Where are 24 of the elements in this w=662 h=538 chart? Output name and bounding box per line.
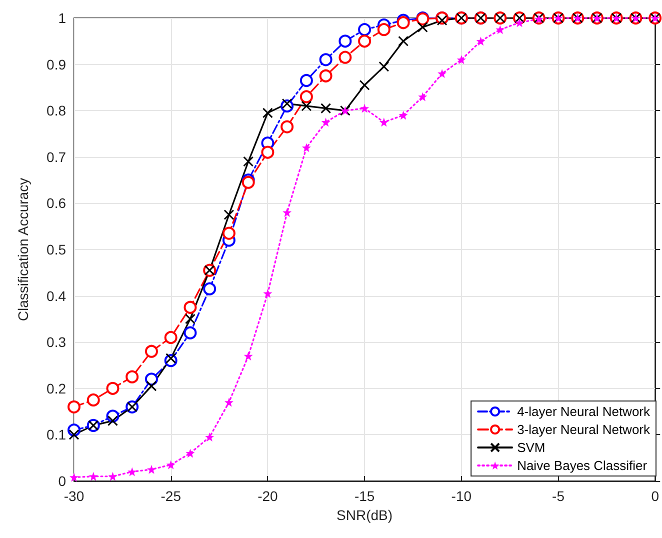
x-tick-label: -20 [258, 488, 278, 504]
x-tick-label: -25 [160, 488, 182, 504]
y-tick-label: 0.1 [46, 426, 66, 443]
x-tick-label: -10 [451, 488, 472, 504]
legend-label: SVM [517, 440, 546, 455]
y-tick-label: 0.5 [46, 242, 66, 258]
x-axis-title: SNR(dB) [336, 506, 393, 523]
x-tick-label: -15 [354, 488, 375, 504]
y-tick-label: 1 [58, 10, 66, 26]
y-axis-title: Classification Accuracy [15, 178, 31, 322]
y-tick-label: 0 [58, 473, 66, 489]
legend-label: 3-layer Neural Network [517, 422, 650, 437]
y-tick-label: 0.3 [46, 334, 66, 350]
y-tick-label: 0.9 [46, 56, 66, 72]
x-tick-label: 0 [651, 488, 660, 504]
y-tick-label: 0.4 [46, 288, 66, 304]
x-tick-label: -30 [64, 488, 84, 504]
legend-label: 4-layer Neural Network [517, 404, 650, 419]
legend-label: Naive Bayes Classifier [517, 458, 648, 473]
y-tick-label: 0.2 [46, 380, 66, 396]
y-tick-label: 0.6 [46, 195, 66, 212]
x-tick-label: -5 [552, 488, 565, 504]
y-tick-label: 0.7 [46, 148, 66, 165]
y-tick-label: 0.8 [46, 102, 66, 119]
